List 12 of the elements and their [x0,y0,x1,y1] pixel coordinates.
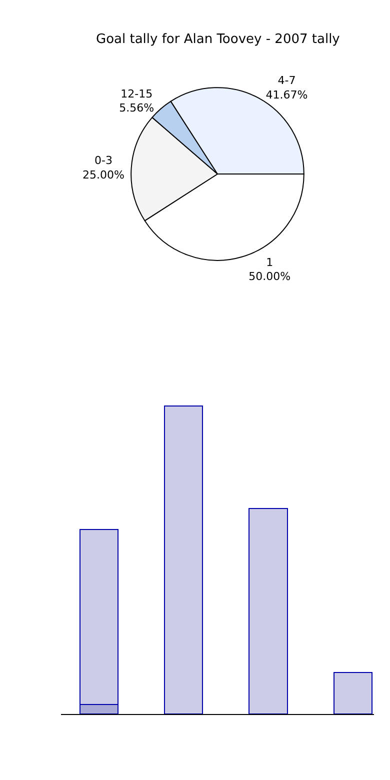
slice-label: 12-15 [120,87,153,100]
slice-label: 4-7 [278,74,296,88]
slice-label: 1 [266,256,274,269]
data-label: 5.56% [119,102,154,115]
slice-label: 0-3 [94,154,112,168]
bar [333,672,372,714]
data-label: 25.00% [82,168,124,182]
data-label: 50.00% [248,270,291,284]
bar [248,508,288,714]
data-label: 41.67% [266,88,308,102]
chart-title: Goal tally for Alan Toovey - 2007 tally [96,32,340,47]
bar [164,406,204,714]
